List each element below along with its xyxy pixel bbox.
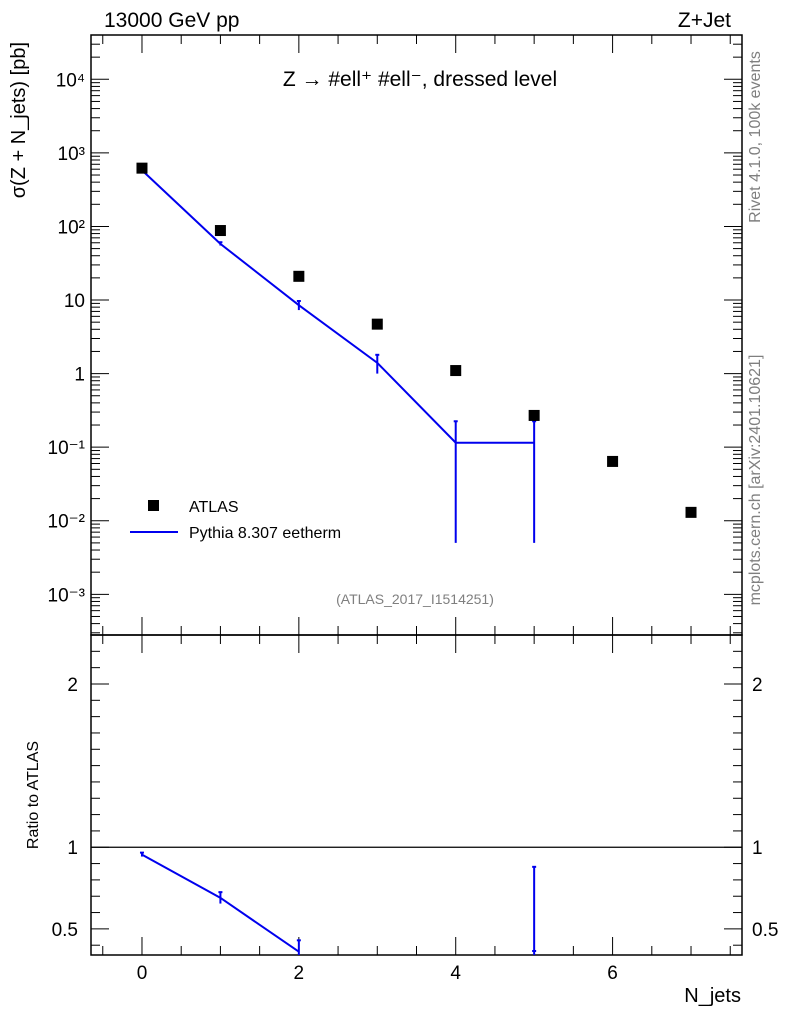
ticks-layer: 0 2 4 6 10⁻³ 10⁻² 10⁻¹ 1 10 10² 10³ 10⁴ 0.5 0.5 1 1 2 2 [48, 34, 778, 984]
ratio-panel-frame [90, 634, 743, 956]
atlas-data-point [214, 225, 226, 237]
x-tick-label: 6 [607, 963, 618, 984]
x-axis-label: N_jets [684, 985, 741, 1007]
y-tick-label-main: 10³ [58, 144, 85, 165]
legend-label-pythia: Pythia 8.307 eetherm [189, 525, 341, 542]
y-tick-label-main: 10² [58, 217, 85, 238]
atlas-data-point [293, 270, 305, 282]
y-tick-label-main: 10⁻² [48, 512, 86, 533]
x-tick-label: 0 [137, 963, 148, 984]
y-tick-label-ratio: 2 [67, 675, 78, 696]
y-tick-label-main: 1 [74, 365, 85, 386]
y-tick-label-ratio: 1 [67, 838, 78, 859]
legend-marker-atlas [148, 500, 159, 511]
x-tick-label: 4 [450, 963, 461, 984]
ratio-ylabel: Ratio to ATLAS [25, 741, 42, 849]
main-panel-frame [90, 34, 743, 636]
mc-line-main [141, 169, 535, 444]
main-title: Z → #ell⁺ #ell⁻, dressed level [283, 68, 557, 91]
x-tick-label: 2 [294, 963, 305, 984]
legend-label-atlas: ATLAS [189, 499, 239, 516]
y-tick-label-ratio-right: 1 [752, 838, 763, 859]
y-tick-label-main: 10⁴ [56, 70, 85, 91]
y-tick-label-main: 10 [64, 291, 85, 312]
atlas-data-point [685, 506, 697, 518]
atlas-data-point [136, 162, 148, 174]
y-tick-label-ratio-right: 2 [752, 675, 763, 696]
atlas-data-point [371, 318, 383, 330]
atlas-data-point [607, 455, 619, 467]
header-left: 13000 GeV pp [104, 9, 239, 32]
atlas-data-point [528, 409, 540, 421]
rivet-label: Rivet 4.1.0, 100k events [747, 51, 764, 223]
y-tick-label-main: 10⁻¹ [48, 438, 86, 459]
watermark: (ATLAS_2017_I1514251) [336, 591, 494, 607]
y-tick-label-ratio: 0.5 [52, 920, 78, 941]
mcplots-label: mcplots.cern.ch [arXiv:2401.10621] [747, 355, 764, 606]
y-tick-label-main: 10⁻³ [48, 585, 86, 606]
y-tick-label-ratio-right: 0.5 [752, 920, 778, 941]
atlas-data-point [450, 365, 462, 377]
header-right: Z+Jet [678, 9, 731, 32]
marks-layer [91, 162, 742, 955]
legend: ATLAS Pythia 8.307 eetherm [130, 499, 341, 542]
main-ylabel: σ(Z + N_jets) [pb] [8, 42, 30, 198]
